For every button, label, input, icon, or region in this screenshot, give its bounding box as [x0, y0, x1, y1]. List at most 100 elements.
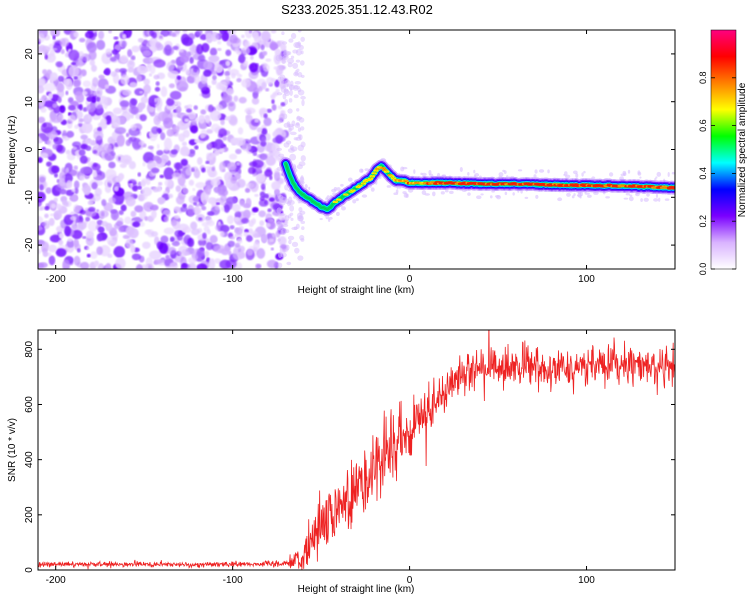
noise-blob	[297, 30, 302, 33]
noise-blob	[196, 248, 205, 258]
noise-blob	[219, 161, 226, 173]
noise-blob	[205, 160, 210, 165]
noise-blob	[213, 244, 226, 254]
track-halo	[653, 198, 659, 202]
noise-blob	[86, 246, 90, 251]
noise-blob	[266, 259, 278, 269]
noise-blob	[74, 90, 84, 100]
noise-blob	[233, 95, 239, 102]
noise-blob	[263, 113, 268, 119]
noise-blob	[258, 210, 266, 218]
noise-blob	[245, 197, 252, 208]
noise-blob	[99, 244, 111, 257]
snr-x-label: Height of straight line (km)	[298, 584, 415, 595]
noise-blob	[179, 54, 190, 63]
track-halo	[623, 197, 629, 200]
track-halo	[467, 192, 471, 196]
noise-blob	[228, 153, 238, 160]
noise-blob	[80, 166, 92, 175]
noise-blob	[296, 164, 303, 170]
noise-blob	[46, 161, 52, 167]
noise-blob	[87, 200, 94, 206]
noise-blob	[278, 213, 285, 217]
track-halo	[547, 169, 550, 174]
noise-blob	[87, 206, 96, 212]
noise-blob	[59, 38, 66, 47]
noise-blob	[160, 132, 166, 141]
noise-blob	[206, 220, 215, 227]
noise-blob	[185, 108, 193, 113]
noise-blob	[43, 82, 57, 92]
noise-blob	[126, 59, 135, 69]
track-halo	[535, 194, 539, 199]
noise-blob	[96, 104, 104, 114]
noise-blob	[110, 209, 118, 214]
noise-blob	[191, 44, 197, 53]
noise-blob	[214, 138, 224, 150]
noise-blob	[153, 59, 166, 68]
track-halo	[347, 177, 353, 182]
noise-blob	[121, 40, 127, 49]
noise-blob	[192, 187, 196, 192]
noise-blob	[256, 248, 266, 259]
noise-blob	[279, 247, 283, 255]
noise-blob	[182, 129, 190, 138]
noise-blob	[235, 148, 242, 155]
noise-blob	[197, 238, 207, 247]
noise-blob	[48, 130, 58, 140]
noise-blob	[290, 146, 298, 152]
spectrogram-y-label: Frequency (Hz)	[7, 116, 18, 185]
noise-blob	[71, 188, 76, 193]
noise-blob	[170, 149, 178, 155]
noise-blob	[121, 106, 127, 111]
noise-blob	[179, 146, 190, 157]
track-halo	[421, 172, 427, 177]
noise-blob	[138, 221, 145, 227]
noise-blob	[288, 38, 294, 43]
noise-blob	[77, 123, 83, 128]
noise-blob	[299, 234, 305, 241]
noise-blob	[277, 262, 283, 269]
track-halo	[370, 187, 375, 192]
track-halo	[333, 186, 338, 192]
noise-blob	[270, 77, 276, 83]
noise-blob	[40, 152, 49, 158]
noise-blob	[114, 68, 121, 73]
noise-blob	[101, 199, 107, 207]
noise-blob	[65, 149, 71, 155]
noise-blob	[96, 233, 103, 242]
noise-blob	[190, 125, 198, 134]
colorbar-tick-label: 0.8	[698, 72, 708, 85]
track-halo	[655, 193, 659, 198]
noise-blob	[103, 69, 110, 75]
track-halo	[534, 169, 538, 174]
noise-blob	[101, 52, 112, 65]
noise-blob	[57, 75, 65, 82]
track-halo	[402, 166, 408, 170]
noise-blob	[175, 105, 182, 114]
noise-blob	[130, 106, 139, 115]
noise-blob	[243, 231, 249, 237]
noise-blob	[211, 167, 215, 172]
noise-blob	[113, 246, 126, 258]
noise-blob	[172, 45, 179, 50]
noise-blob	[290, 217, 294, 221]
noise-blob	[63, 78, 70, 86]
noise-blob	[132, 185, 139, 192]
noise-blob	[252, 91, 259, 99]
noise-blob	[296, 108, 300, 112]
noise-blob	[118, 156, 121, 161]
noise-blob	[285, 244, 290, 251]
noise-blob	[289, 89, 293, 96]
noise-blob	[169, 262, 178, 269]
noise-blob	[294, 80, 302, 85]
noise-blob	[146, 204, 152, 209]
noise-blob	[251, 97, 260, 105]
noise-blob	[143, 78, 151, 86]
noise-blob	[212, 75, 217, 81]
noise-blob	[142, 151, 155, 164]
noise-blob	[270, 30, 277, 34]
noise-blob	[83, 184, 91, 196]
noise-blob	[299, 60, 305, 66]
noise-blob	[41, 222, 47, 227]
